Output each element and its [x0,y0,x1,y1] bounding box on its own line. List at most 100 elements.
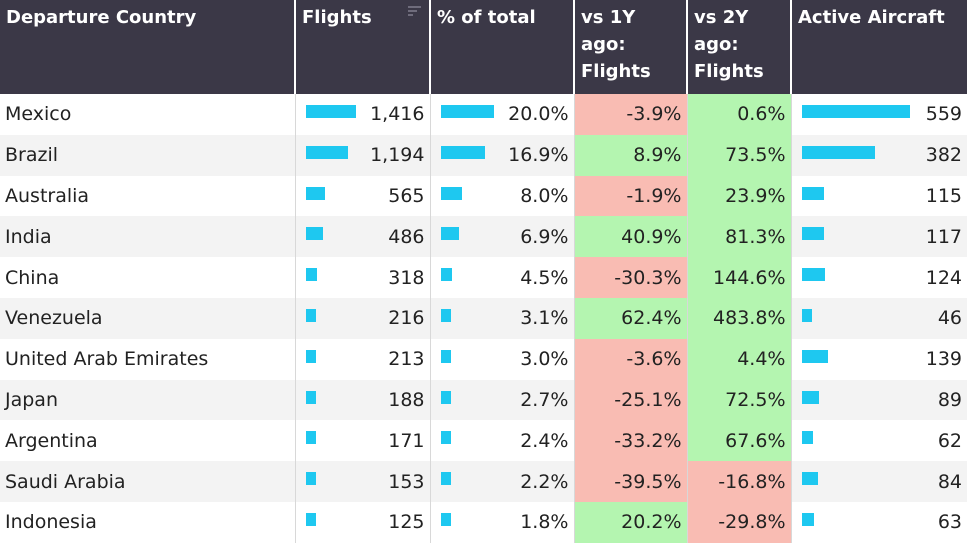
table-row[interactable]: Australia 565 8.0% -1.9% 23.9% 115 [0,175,967,217]
header-pct-of-total[interactable]: % of total [430,0,575,94]
aircraft-cell-value: 559 [925,103,962,126]
flights-bar [305,145,348,159]
flights-cell: 318 [295,257,431,298]
header-row: Departure Country Flights % of total vs … [0,0,967,94]
pct-bar [440,512,451,526]
vs1y-cell: -25.1% [574,379,688,421]
flights-bar [305,105,356,118]
flights-cell-value: 318 [388,266,425,289]
flights-cell: 1,416 [295,94,431,135]
pct-bar [440,227,459,241]
header-vs-2y-ago[interactable]: vs 2Y ago: Flights [687,0,792,94]
aircraft-cell: 124 [791,257,967,298]
country-cell-value: Venezuela [5,307,103,330]
table-row[interactable]: Japan 188 2.7% -25.1% 72.5% 89 [0,379,967,421]
sort-icon[interactable] [408,6,421,18]
vs2y-cell-value: 23.9% [725,184,786,207]
pct-cell: 8.0% [430,175,575,217]
pct-bar [440,308,451,322]
country-cell: Argentina [0,420,296,462]
vs1y-cell-value: 8.9% [633,144,682,167]
vs2y-cell: 0.6% [687,94,792,135]
country-cell-value: United Arab Emirates [5,348,209,371]
vs2y-cell-value: 144.6% [713,266,786,289]
vs1y-cell: -3.9% [574,94,688,135]
country-cell: Australia [0,175,296,217]
flights-bar [305,349,316,363]
flights-bar [305,390,316,404]
flights-bar [305,512,316,526]
aircraft-cell-value: 117 [925,225,962,248]
flights-cell: 213 [295,338,431,380]
pct-cell: 3.1% [430,297,575,339]
flights-bar [305,308,316,322]
aircraft-bar [801,308,812,322]
table-row[interactable]: United Arab Emirates 213 3.0% -3.6% 4.4% 139 [0,338,967,380]
aircraft-bar [801,268,826,282]
table-row[interactable]: Indonesia 125 1.8% 20.2% -29.8% 63 [0,501,967,543]
pct-cell: 1.8% [430,501,575,543]
country-cell-value: Saudi Arabia [5,470,126,493]
pct-cell-value: 1.8% [520,511,569,534]
vs2y-cell-value: 67.6% [725,429,786,452]
country-cell: Mexico [0,94,296,135]
aircraft-cell-value: 89 [937,388,962,411]
flights-cell: 125 [295,501,431,543]
vs1y-cell-value: -3.6% [626,348,682,371]
flights-cell-value: 125 [388,511,425,534]
table-row[interactable]: Saudi Arabia 153 2.2% -39.5% -16.8% 84 [0,461,967,502]
vs2y-cell-value: 0.6% [737,103,786,126]
pct-cell: 16.9% [430,134,575,176]
vs2y-cell-value: 81.3% [725,225,786,248]
pct-cell-value: 3.0% [520,348,569,371]
aircraft-cell: 559 [791,94,967,135]
country-cell: Brazil [0,134,296,176]
pct-bar [440,186,462,200]
country-cell: India [0,216,296,258]
aircraft-cell: 115 [791,176,967,217]
vs1y-cell-value: -1.9% [626,184,682,207]
aircraft-cell: 139 [791,339,967,380]
pct-cell-value: 2.4% [520,429,569,452]
vs1y-cell-value: 40.9% [621,225,682,248]
aircraft-cell-value: 46 [937,307,962,330]
vs2y-cell: 144.6% [687,257,792,298]
vs1y-cell: 40.9% [574,216,688,258]
aircraft-bar [801,349,829,363]
header-departure-country[interactable]: Departure Country [0,0,296,94]
header-active-aircraft[interactable]: Active Aircraft [791,0,967,94]
flights-bar [305,186,326,200]
pct-bar [440,472,451,486]
vs2y-cell: 81.3% [687,216,792,258]
header-vs-1y-ago[interactable]: vs 1Y ago: Flights [574,0,688,94]
table-row[interactable]: Argentina 171 2.4% -33.2% 67.6% 62 [0,420,967,462]
flights-bar [305,227,323,241]
vs2y-cell-value: 72.5% [725,388,786,411]
table-row[interactable]: India 486 6.9% 40.9% 81.3% 117 [0,216,967,258]
pct-bar [440,145,486,159]
flights-cell-value: 188 [388,388,425,411]
country-cell-value: Indonesia [5,511,97,534]
aircraft-cell: 84 [791,461,967,502]
table-row[interactable]: Venezuela 216 3.1% 62.4% 483.8% 46 [0,297,967,339]
vs2y-cell-value: 73.5% [725,144,786,167]
vs1y-cell: 20.2% [574,501,688,543]
aircraft-cell: 117 [791,216,967,258]
country-cell-value: Australia [5,184,90,207]
table-row[interactable]: Brazil 1,194 16.9% 8.9% 73.5% 382 [0,134,967,176]
flights-cell-value: 1,416 [370,103,425,126]
table-row[interactable]: China 318 4.5% -30.3% 144.6% 124 [0,257,967,298]
aircraft-bar [801,186,824,200]
vs2y-cell: -16.8% [687,461,792,502]
aircraft-cell-value: 139 [925,348,962,371]
vs1y-cell: -39.5% [574,461,688,502]
country-cell-value: Japan [5,388,58,411]
header-flights[interactable]: Flights [295,0,431,94]
vs1y-cell-value: 62.4% [621,307,682,330]
flights-bar [305,431,316,445]
table-row[interactable]: Mexico 1,416 20.0% -3.9% 0.6% 559 [0,94,967,135]
vs1y-cell: 8.9% [574,134,688,176]
pct-cell: 4.5% [430,257,575,298]
flights-cell: 565 [295,175,431,217]
